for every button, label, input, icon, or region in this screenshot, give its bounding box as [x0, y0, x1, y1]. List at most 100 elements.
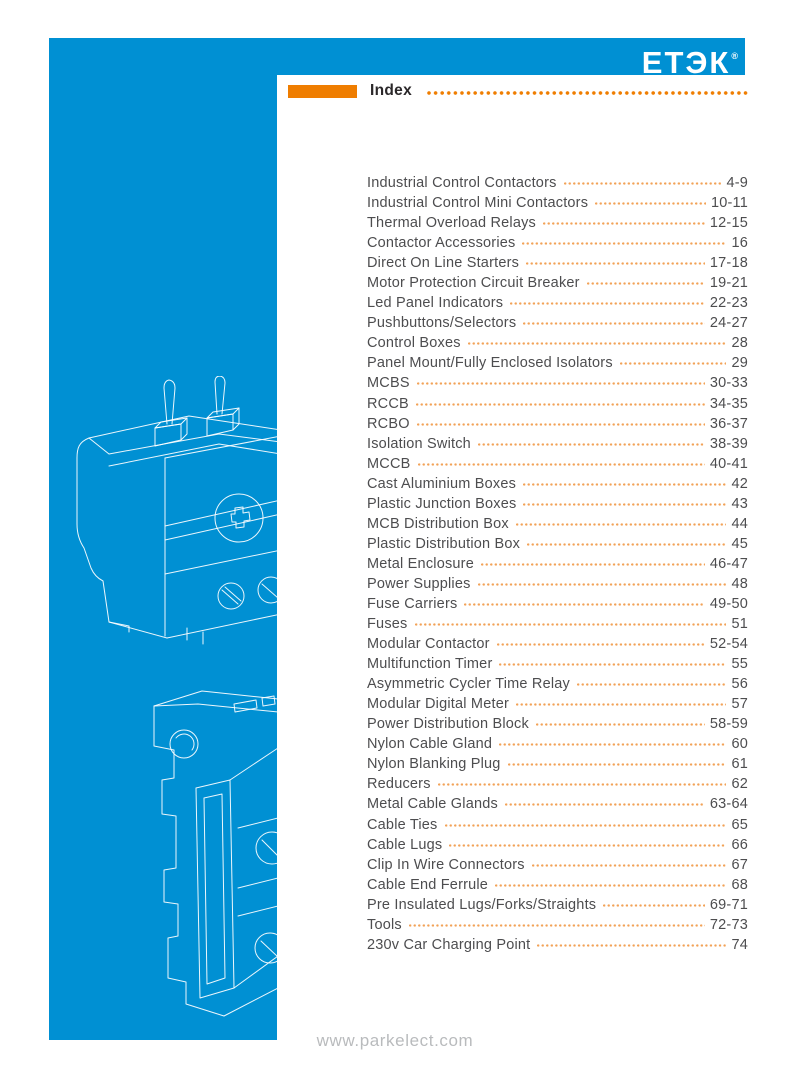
toc-entry-label: Nylon Cable Gland	[367, 736, 493, 753]
toc-entry-label: Multifunction Timer	[367, 656, 493, 673]
toc-dotted-leader	[586, 282, 705, 286]
toc-entry[interactable]: Cable Ties 65	[367, 817, 748, 837]
toc-entry-label: Modular Digital Meter	[367, 696, 509, 713]
toc-entry[interactable]: Power Distribution Block 58-59	[367, 716, 748, 736]
toc-entry-label: Cable Ties	[367, 816, 438, 833]
toc-entry-pages: 43	[731, 495, 748, 512]
toc-entry[interactable]: Plastic Distribution Box 45	[367, 536, 748, 556]
registered-trademark-symbol: ®	[731, 51, 738, 61]
toc-entry[interactable]: Contactor Accessories 16	[367, 235, 748, 255]
toc-entry-label: MCBS	[367, 375, 410, 392]
toc-entry-label: Contactor Accessories	[367, 235, 516, 252]
toc-entry[interactable]: Nylon Cable Gland 60	[367, 736, 748, 756]
toc-entry[interactable]: MCCB 40-41	[367, 456, 748, 476]
website-link[interactable]: www.parkelect.com	[316, 1031, 474, 1050]
toc-entry-pages: 60	[731, 736, 748, 753]
thermal-overload-relay-line-art	[76, 376, 277, 645]
toc-entry[interactable]: Thermal Overload Relays 12-15	[367, 215, 748, 235]
toc-entry[interactable]: MCB Distribution Box 44	[367, 516, 748, 536]
toc-dotted-leader	[537, 943, 727, 947]
toc-dotted-leader	[417, 462, 705, 466]
toc-entry[interactable]: Reducers 62	[367, 776, 748, 796]
toc-entry[interactable]: MCBS 30-33	[367, 375, 748, 395]
toc-dotted-leader	[523, 502, 727, 506]
toc-entry-label: Cast Aluminium Boxes	[367, 475, 517, 492]
toc-entry[interactable]: Metal Enclosure 46-47	[367, 556, 748, 576]
toc-dotted-leader	[603, 903, 705, 907]
toc-entry[interactable]: Isolation Switch 38-39	[367, 436, 748, 456]
toc-entry-pages: 63-64	[709, 796, 748, 813]
toc-entry-pages: 17-18	[709, 255, 748, 272]
toc-entry[interactable]: Fuse Carriers 49-50	[367, 596, 748, 616]
index-heading: Index	[288, 82, 748, 99]
toc-list: Industrial Control Contactors 4-9 Indust…	[367, 175, 748, 957]
toc-entry[interactable]: Cable Lugs 66	[367, 837, 748, 857]
toc-entry-label: Pre Insulated Lugs/Forks/Straights	[367, 896, 597, 913]
toc-entry-label: Industrial Control Contactors	[367, 175, 557, 191]
toc-entry[interactable]: Cast Aluminium Boxes 42	[367, 476, 748, 496]
toc-entry[interactable]: Direct On Line Starters 17-18	[367, 255, 748, 275]
toc-entry-pages: 22-23	[709, 295, 748, 312]
toc-entry[interactable]: 230v Car Charging Point 74	[367, 937, 748, 957]
toc-entry-pages: 58-59	[709, 716, 748, 733]
toc-entry[interactable]: Control Boxes 28	[367, 335, 748, 355]
toc-dotted-leader	[543, 222, 705, 226]
toc-entry[interactable]: RCCB 34-35	[367, 396, 748, 416]
toc-entry-label: Cable End Ferrule	[367, 876, 489, 893]
toc-entry-label: MCB Distribution Box	[367, 515, 509, 532]
toc-entry-pages: 74	[731, 936, 748, 953]
toc-entry[interactable]: Plastic Junction Boxes 43	[367, 496, 748, 516]
toc-entry-label: Tools	[367, 916, 402, 933]
toc-entry[interactable]: Clip In Wire Connectors 67	[367, 857, 748, 877]
toc-entry-pages: 28	[731, 335, 748, 352]
toc-entry[interactable]: Modular Digital Meter 57	[367, 696, 748, 716]
toc-entry-label: 230v Car Charging Point	[367, 936, 531, 953]
toc-entry-label: Nylon Blanking Plug	[367, 756, 501, 773]
toc-entry-label: Fuse Carriers	[367, 595, 458, 612]
toc-entry-pages: 42	[731, 475, 748, 492]
toc-entry-pages: 69-71	[709, 896, 748, 913]
toc-entry[interactable]: Motor Protection Circuit Breaker 19-21	[367, 275, 748, 295]
toc-entry[interactable]: Cable End Ferrule 68	[367, 877, 748, 897]
toc-entry[interactable]: Metal Cable Glands 63-64	[367, 796, 748, 816]
toc-dotted-leader	[523, 482, 727, 486]
toc-dotted-leader	[499, 743, 727, 747]
toc-dotted-leader	[523, 322, 705, 326]
toc-entry[interactable]: Power Supplies 48	[367, 576, 748, 596]
toc-entry-pages: 52-54	[709, 636, 748, 653]
toc-entry-label: Isolation Switch	[367, 435, 471, 452]
toc-entry[interactable]: Multifunction Timer 55	[367, 656, 748, 676]
toc-entry[interactable]: Industrial Control Contactors 4-9	[367, 175, 748, 195]
toc-dotted-leader	[477, 582, 727, 586]
page-footer: www.parkelect.com	[0, 1031, 790, 1051]
toc-entry[interactable]: Asymmetric Cycler Time Relay 56	[367, 676, 748, 696]
toc-entry-pages: 40-41	[709, 455, 748, 472]
toc-entry-label: Led Panel Indicators	[367, 295, 504, 312]
toc-entry-pages: 38-39	[709, 435, 748, 452]
toc-entry-label: Reducers	[367, 776, 431, 793]
toc-entry[interactable]: Pre Insulated Lugs/Forks/Straights 69-71	[367, 897, 748, 917]
toc-entry[interactable]: Tools 72-73	[367, 917, 748, 937]
toc-entry-pages: 44	[731, 515, 748, 532]
toc-entry-pages: 24-27	[709, 315, 748, 332]
toc-entry[interactable]: Panel Mount/Fully Enclosed Isolators 29	[367, 355, 748, 375]
toc-entry-label: Panel Mount/Fully Enclosed Isolators	[367, 355, 613, 372]
toc-entry-label: Pushbuttons/Selectors	[367, 315, 517, 332]
toc-entry[interactable]: Fuses 51	[367, 616, 748, 636]
toc-entry[interactable]: Industrial Control Mini Contactors 10-11	[367, 195, 748, 215]
toc-entry-pages: 55	[731, 656, 748, 673]
toc-entry[interactable]: Led Panel Indicators 22-23	[367, 295, 748, 315]
toc-dotted-leader	[467, 342, 727, 346]
toc-entry[interactable]: Pushbuttons/Selectors 24-27	[367, 315, 748, 335]
toc-entry[interactable]: Modular Contactor 52-54	[367, 636, 748, 656]
toc-entry[interactable]: RCBO 36-37	[367, 416, 748, 436]
toc-entry-pages: 72-73	[709, 916, 748, 933]
toc-dotted-leader	[563, 182, 722, 185]
toc-dotted-leader	[480, 562, 705, 566]
toc-entry-label: Metal Enclosure	[367, 555, 474, 572]
toc-entry[interactable]: Nylon Blanking Plug 61	[367, 756, 748, 776]
toc-entry-pages: 46-47	[709, 555, 748, 572]
toc-dotted-leader	[416, 382, 705, 386]
toc-dotted-leader	[507, 763, 727, 767]
toc-dotted-leader	[414, 623, 727, 627]
